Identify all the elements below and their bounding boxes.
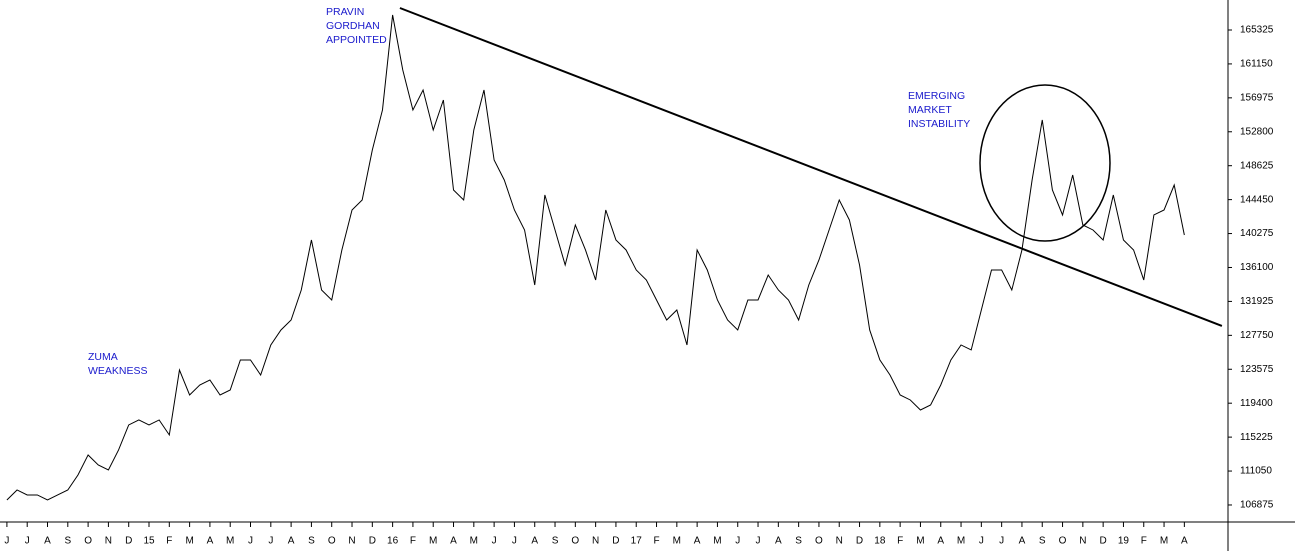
y-tick-label: 127750: [1240, 330, 1274, 341]
x-tick-label: S: [308, 536, 315, 547]
x-tick-label: O: [328, 536, 336, 547]
x-tick-label: M: [1160, 536, 1168, 547]
annotation: ZUMA: [88, 351, 118, 363]
x-tick-label: A: [450, 536, 457, 547]
x-tick-label: A: [1019, 536, 1026, 547]
annotation: PRAVIN: [326, 6, 364, 18]
x-tick-label: D: [1100, 536, 1107, 547]
x-tick-label: A: [694, 536, 701, 547]
y-tick-label: 111050: [1240, 466, 1272, 477]
x-tick-label: M: [226, 536, 234, 547]
x-tick-label: M: [470, 536, 478, 547]
x-tick-label: A: [775, 536, 782, 547]
x-tick-label: D: [125, 536, 132, 547]
y-tick-label: 106875: [1240, 500, 1274, 511]
x-tick-label: F: [1141, 536, 1147, 547]
x-tick-label: N: [1079, 536, 1086, 547]
x-tick-label: M: [185, 536, 193, 547]
x-tick-label: O: [815, 536, 823, 547]
x-tick-label: J: [25, 536, 30, 547]
x-tick-label: J: [756, 536, 761, 547]
x-tick-label: D: [612, 536, 619, 547]
x-tick-label: N: [348, 536, 355, 547]
x-tick-label: M: [957, 536, 965, 547]
x-tick-label: F: [166, 536, 172, 547]
annotation: EMERGING: [908, 90, 965, 102]
x-tick-label: O: [1059, 536, 1067, 547]
x-tick-label: J: [268, 536, 273, 547]
y-tick-label: 156975: [1240, 92, 1274, 103]
annotation: INSTABILITY: [908, 118, 970, 130]
x-tick-label: S: [64, 536, 71, 547]
x-tick-label: 18: [874, 536, 886, 547]
y-tick-label: 136100: [1240, 262, 1274, 273]
x-tick-label: F: [410, 536, 416, 547]
x-tick-label: A: [207, 536, 214, 547]
y-tick-label: 140275: [1240, 228, 1274, 239]
y-tick-label: 123575: [1240, 364, 1274, 375]
annotation: APPOINTED: [326, 34, 387, 46]
x-tick-label: N: [592, 536, 599, 547]
x-tick-label: M: [673, 536, 681, 547]
x-tick-label: D: [856, 536, 863, 547]
x-tick-label: 19: [1118, 536, 1130, 547]
x-tick-label: J: [4, 536, 9, 547]
y-tick-label: 161150: [1240, 59, 1273, 70]
y-tick-label: 152800: [1240, 126, 1274, 137]
x-tick-label: A: [44, 536, 51, 547]
y-tick-label: 165325: [1240, 25, 1274, 36]
x-tick-label: M: [429, 536, 437, 547]
y-tick-label: 115225: [1240, 432, 1273, 443]
trendline: [399, 7, 1223, 327]
annotation: GORDHAN: [326, 20, 380, 32]
x-tick-label: J: [492, 536, 497, 547]
x-tick-label: O: [84, 536, 92, 547]
x-tick-label: 17: [631, 536, 643, 547]
x-tick-label: 15: [143, 536, 155, 547]
y-tick-label: 148625: [1240, 160, 1274, 171]
x-tick-label: F: [653, 536, 659, 547]
x-tick-label: N: [105, 536, 112, 547]
price-line: [6, 14, 1185, 501]
x-tick-label: A: [1181, 536, 1188, 547]
x-tick-label: M: [713, 536, 721, 547]
x-tick-label: O: [571, 536, 579, 547]
x-tick-label: J: [979, 536, 984, 547]
x-tick-label: D: [369, 536, 376, 547]
highlight-circle: [979, 84, 1111, 242]
x-tick-label: S: [795, 536, 802, 547]
x-tick-label: J: [512, 536, 517, 547]
x-tick-label: A: [531, 536, 538, 547]
x-tick-label: M: [916, 536, 924, 547]
x-tick-label: S: [1039, 536, 1046, 547]
y-tick-label: 144450: [1240, 194, 1274, 205]
x-tick-label: J: [248, 536, 253, 547]
y-tick-label: 131925: [1240, 296, 1274, 307]
annotation: WEAKNESS: [88, 365, 148, 377]
x-tick-label: 16: [387, 536, 399, 547]
x-tick-label: N: [836, 536, 843, 547]
x-tick-label: A: [288, 536, 295, 547]
x-tick-label: S: [552, 536, 559, 547]
x-tick-label: A: [937, 536, 944, 547]
annotation: MARKET: [908, 104, 952, 116]
y-tick-label: 119400: [1240, 398, 1273, 409]
x-tick-label: F: [897, 536, 903, 547]
x-tick-label: J: [999, 536, 1004, 547]
x-tick-label: J: [735, 536, 740, 547]
